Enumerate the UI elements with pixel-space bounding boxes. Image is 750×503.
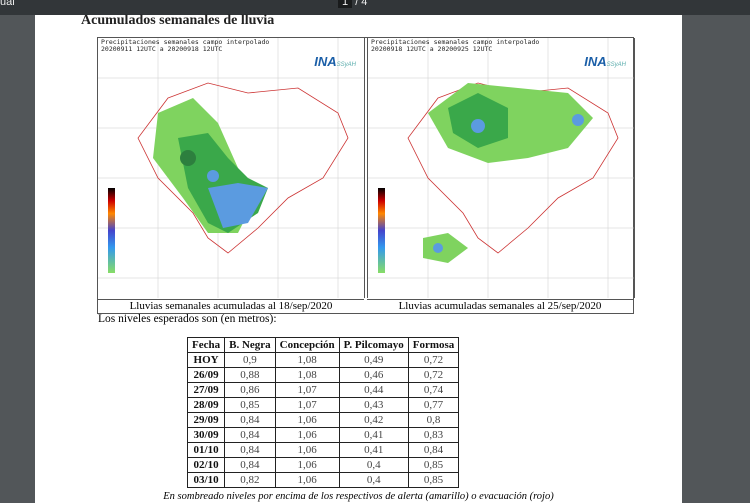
- ina-logo: INASSyAH: [584, 54, 626, 69]
- column-header: B. Negra: [224, 337, 276, 353]
- table-cell: HOY: [186, 352, 226, 368]
- intro-text: Los niveles esperados son (en metros):: [98, 313, 277, 325]
- table-cell: 0,85: [224, 397, 276, 413]
- logo-text: INA: [584, 54, 607, 69]
- table-cell: 30/09: [186, 427, 226, 443]
- table-cell: 1,06: [274, 457, 340, 473]
- table-cell: 1,07: [274, 397, 340, 413]
- table-cell: 29/09: [186, 412, 226, 428]
- pdf-toolbar: ual 1 / 4: [0, 0, 750, 15]
- table-cell: 0,85: [407, 472, 460, 488]
- table-cell: 0,9: [224, 352, 276, 368]
- table-cell: 0,88: [224, 367, 276, 383]
- column-header: Formosa: [407, 337, 460, 353]
- table-cell: 1,08: [274, 352, 340, 368]
- table-cell: 01/10: [186, 442, 226, 458]
- table-row: 01/10 0,84 1,06 0,41 0,84: [186, 442, 460, 458]
- map-title: Precipitaciones semanales campo interpol…: [101, 39, 269, 53]
- column-header: Fecha: [186, 337, 226, 353]
- table-cell: 0,82: [224, 472, 276, 488]
- table-cell: 02/10: [186, 457, 226, 473]
- table-cell: 0,83: [407, 427, 460, 443]
- map-caption: Lluvias acumuladas semanales al 25/sep/2…: [367, 299, 633, 313]
- map-title-line2: 20200918 12UTC a 20200925 12UTC: [371, 45, 493, 53]
- table-row: 29/09 0,84 1,06 0,42 0,8: [186, 412, 460, 428]
- table-cell: 1,07: [274, 382, 340, 398]
- section-heading: Acumulados semanales de lluvia: [81, 13, 275, 28]
- column-header: P. Pilcomayo: [338, 337, 409, 353]
- table-body: HOY 0,9 1,08 0,49 0,72 26/09 0,88 1,08 0,46 0,72 2…: [186, 352, 460, 488]
- table-cell: 0,49: [338, 352, 409, 368]
- pdf-page: Acumulados semanales de lluvia Precipita…: [35, 13, 682, 503]
- table-row: 30/09 0,84 1,06 0,41 0,83: [186, 427, 460, 443]
- document-title: ual: [0, 0, 15, 8]
- table-cell: 0,84: [224, 457, 276, 473]
- page-total: / 4: [355, 0, 368, 8]
- table-cell: 0,86: [224, 382, 276, 398]
- table-cell: 28/09: [186, 397, 226, 413]
- table-cell: 0,84: [224, 442, 276, 458]
- page-indicator: 1 / 4: [338, 0, 367, 8]
- map-title-line2: 20200911 12UTC a 20200918 12UTC: [101, 45, 223, 53]
- logo-text: INA: [314, 54, 337, 69]
- table-cell: 1,08: [274, 367, 340, 383]
- rain-map-image: [98, 38, 364, 298]
- table-cell: 0,43: [338, 397, 409, 413]
- table-row: 02/10 0,84 1,06 0,4 0,85: [186, 457, 460, 473]
- rain-map-week2: Precipitaciones semanales campo interpol…: [367, 38, 635, 298]
- table-cell: 0,41: [338, 427, 409, 443]
- table-header-row: Fecha B. Negra Concepción P. Pilcomayo Formo…: [186, 337, 460, 353]
- table-cell: 0,85: [407, 457, 460, 473]
- table-row: 26/09 0,88 1,08 0,46 0,72: [186, 367, 460, 383]
- table-cell: 1,06: [274, 472, 340, 488]
- maps-figure: Precipitaciones semanales campo interpol…: [97, 37, 635, 314]
- map-title: Precipitaciones semanales campo interpol…: [371, 39, 539, 53]
- table-row: 03/10 0,82 1,06 0,4 0,85: [186, 472, 460, 488]
- table-footnote: En sombreado niveles por encima de los r…: [163, 491, 554, 502]
- table-cell: 0,77: [407, 397, 460, 413]
- map-caption: Lluvias semanales acumuladas al 18/sep/2…: [98, 299, 364, 313]
- table-cell: 0,84: [407, 442, 460, 458]
- table-cell: 0,44: [338, 382, 409, 398]
- map-title-line1: Precipitaciones semanales campo interpol…: [371, 38, 540, 46]
- table-cell: 0,72: [407, 352, 460, 368]
- table-cell: 0,72: [407, 367, 460, 383]
- table-cell: 0,8: [407, 412, 460, 428]
- levels-table: Fecha B. Negra Concepción P. Pilcomayo Formo…: [186, 337, 460, 488]
- rain-map-image: [368, 38, 634, 298]
- table-cell: 0,4: [338, 472, 409, 488]
- table-cell: 0,84: [224, 427, 276, 443]
- logo-subtext: SSyAH: [606, 62, 626, 68]
- column-header: Concepción: [274, 337, 340, 353]
- table-cell: 1,06: [274, 412, 340, 428]
- rain-map-week1: Precipitaciones semanales campo interpol…: [98, 38, 365, 298]
- ina-logo: INASSyAH: [314, 54, 356, 69]
- table-cell: 0,84: [224, 412, 276, 428]
- table-cell: 1,06: [274, 427, 340, 443]
- table-cell: 0,74: [407, 382, 460, 398]
- table-row: 28/09 0,85 1,07 0,43 0,77: [186, 397, 460, 413]
- table-cell: 0,41: [338, 442, 409, 458]
- table-row: 27/09 0,86 1,07 0,44 0,74: [186, 382, 460, 398]
- table-cell: 03/10: [186, 472, 226, 488]
- table-cell: 0,4: [338, 457, 409, 473]
- map-title-line1: Precipitaciones semanales campo interpol…: [101, 38, 270, 46]
- table-cell: 27/09: [186, 382, 226, 398]
- page-number-input[interactable]: 1: [338, 0, 353, 8]
- table-cell: 0,42: [338, 412, 409, 428]
- table-cell: 26/09: [186, 367, 226, 383]
- table-row: HOY 0,9 1,08 0,49 0,72: [186, 352, 460, 368]
- table-cell: 1,06: [274, 442, 340, 458]
- table-cell: 0,46: [338, 367, 409, 383]
- logo-subtext: SSyAH: [336, 62, 356, 68]
